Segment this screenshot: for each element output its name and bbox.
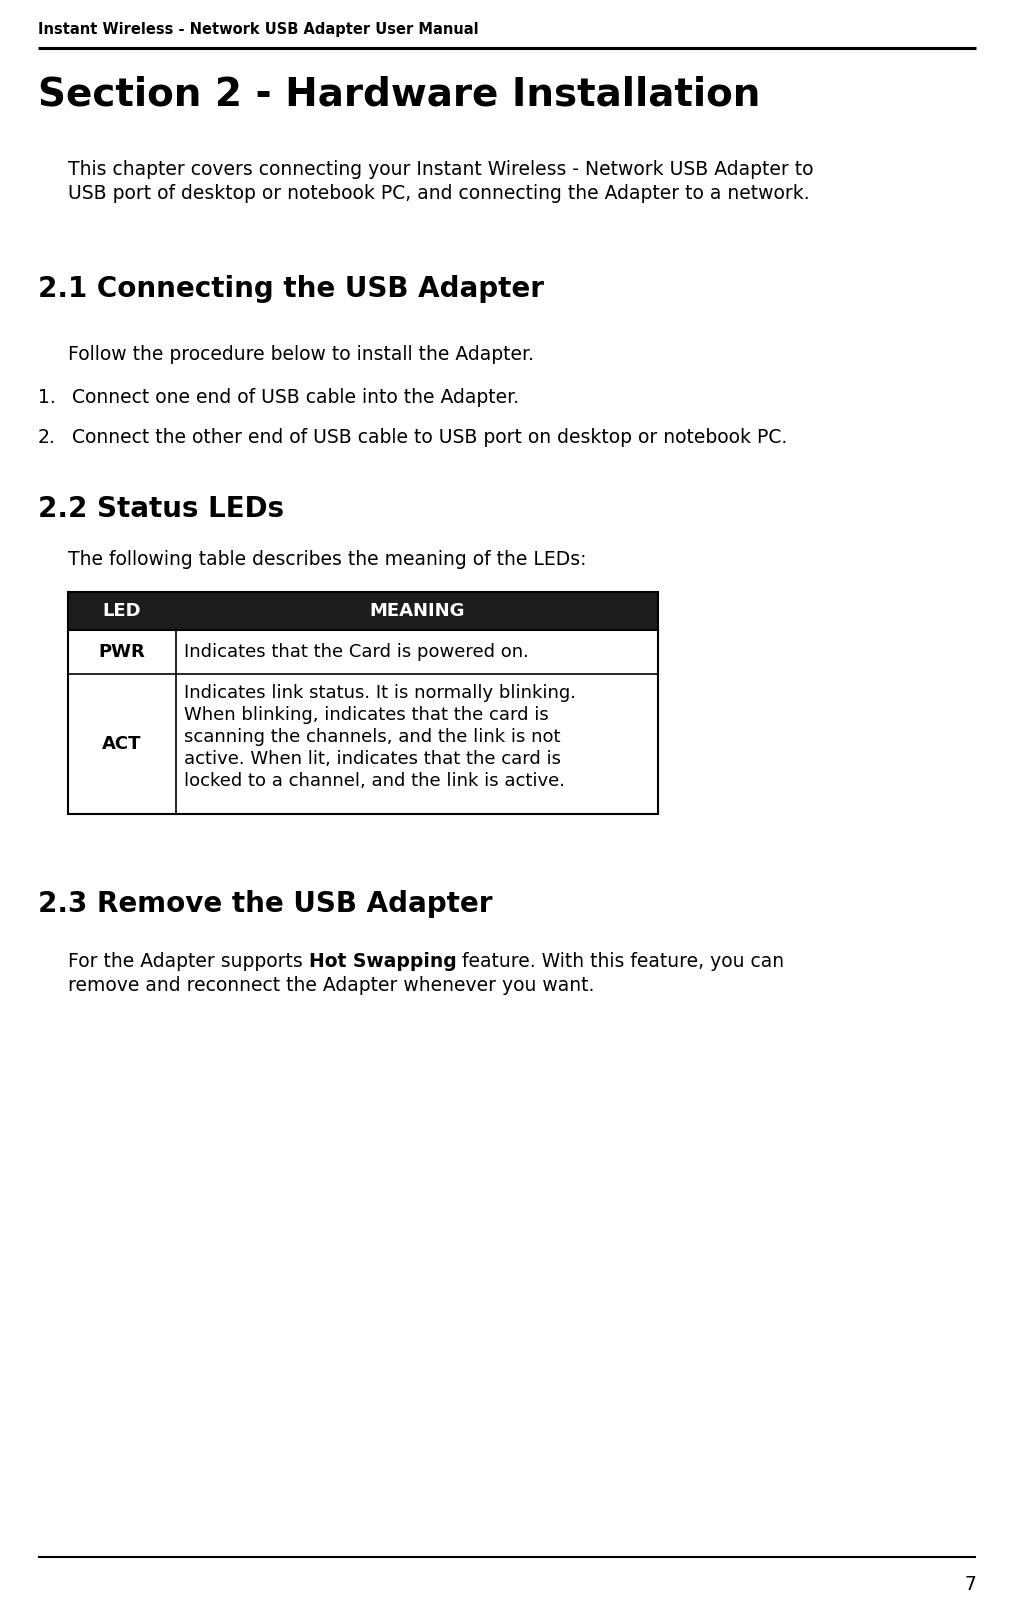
Text: For the Adapter supports: For the Adapter supports: [68, 951, 308, 971]
Text: 7: 7: [964, 1575, 976, 1594]
Text: Connect the other end of USB cable to USB port on desktop or notebook PC.: Connect the other end of USB cable to US…: [72, 429, 787, 448]
Text: locked to a channel, and the link is active.: locked to a channel, and the link is act…: [184, 772, 565, 790]
Bar: [68, 592, 658, 630]
Text: The following table describes the meaning of the LEDs:: The following table describes the meanin…: [68, 550, 586, 569]
Text: 2.: 2.: [38, 429, 56, 448]
Text: MEANING: MEANING: [369, 601, 464, 620]
Text: feature. With this feature, you can: feature. With this feature, you can: [456, 951, 785, 971]
Text: active. When lit, indicates that the card is: active. When lit, indicates that the car…: [184, 750, 561, 768]
Text: scanning the channels, and the link is not: scanning the channels, and the link is n…: [184, 728, 561, 747]
Text: 2.1 Connecting the USB Adapter: 2.1 Connecting the USB Adapter: [38, 275, 544, 302]
Text: When blinking, indicates that the card is: When blinking, indicates that the card i…: [184, 707, 549, 724]
Text: Hot Swapping: Hot Swapping: [308, 951, 456, 971]
Bar: [68, 592, 658, 814]
Text: LED: LED: [102, 601, 141, 620]
Text: Connect one end of USB cable into the Adapter.: Connect one end of USB cable into the Ad…: [72, 389, 519, 408]
Text: USB port of desktop or notebook PC, and connecting the Adapter to a network.: USB port of desktop or notebook PC, and …: [68, 184, 809, 203]
Text: PWR: PWR: [98, 643, 145, 660]
Text: 2.3 Remove the USB Adapter: 2.3 Remove the USB Adapter: [38, 891, 493, 918]
Text: This chapter covers connecting your Instant Wireless - Network USB Adapter to: This chapter covers connecting your Inst…: [68, 160, 813, 179]
Text: Indicates link status. It is normally blinking.: Indicates link status. It is normally bl…: [184, 684, 576, 702]
Text: ACT: ACT: [102, 736, 142, 753]
Text: Section 2 - Hardware Installation: Section 2 - Hardware Installation: [38, 75, 760, 114]
Text: Indicates that the Card is powered on.: Indicates that the Card is powered on.: [184, 643, 529, 660]
Text: 1.: 1.: [38, 389, 56, 408]
Text: Instant Wireless - Network USB Adapter User Manual: Instant Wireless - Network USB Adapter U…: [38, 22, 479, 37]
Text: remove and reconnect the Adapter whenever you want.: remove and reconnect the Adapter wheneve…: [68, 975, 594, 995]
Text: 2.2 Status LEDs: 2.2 Status LEDs: [38, 496, 284, 523]
Text: Follow the procedure below to install the Adapter.: Follow the procedure below to install th…: [68, 345, 534, 365]
